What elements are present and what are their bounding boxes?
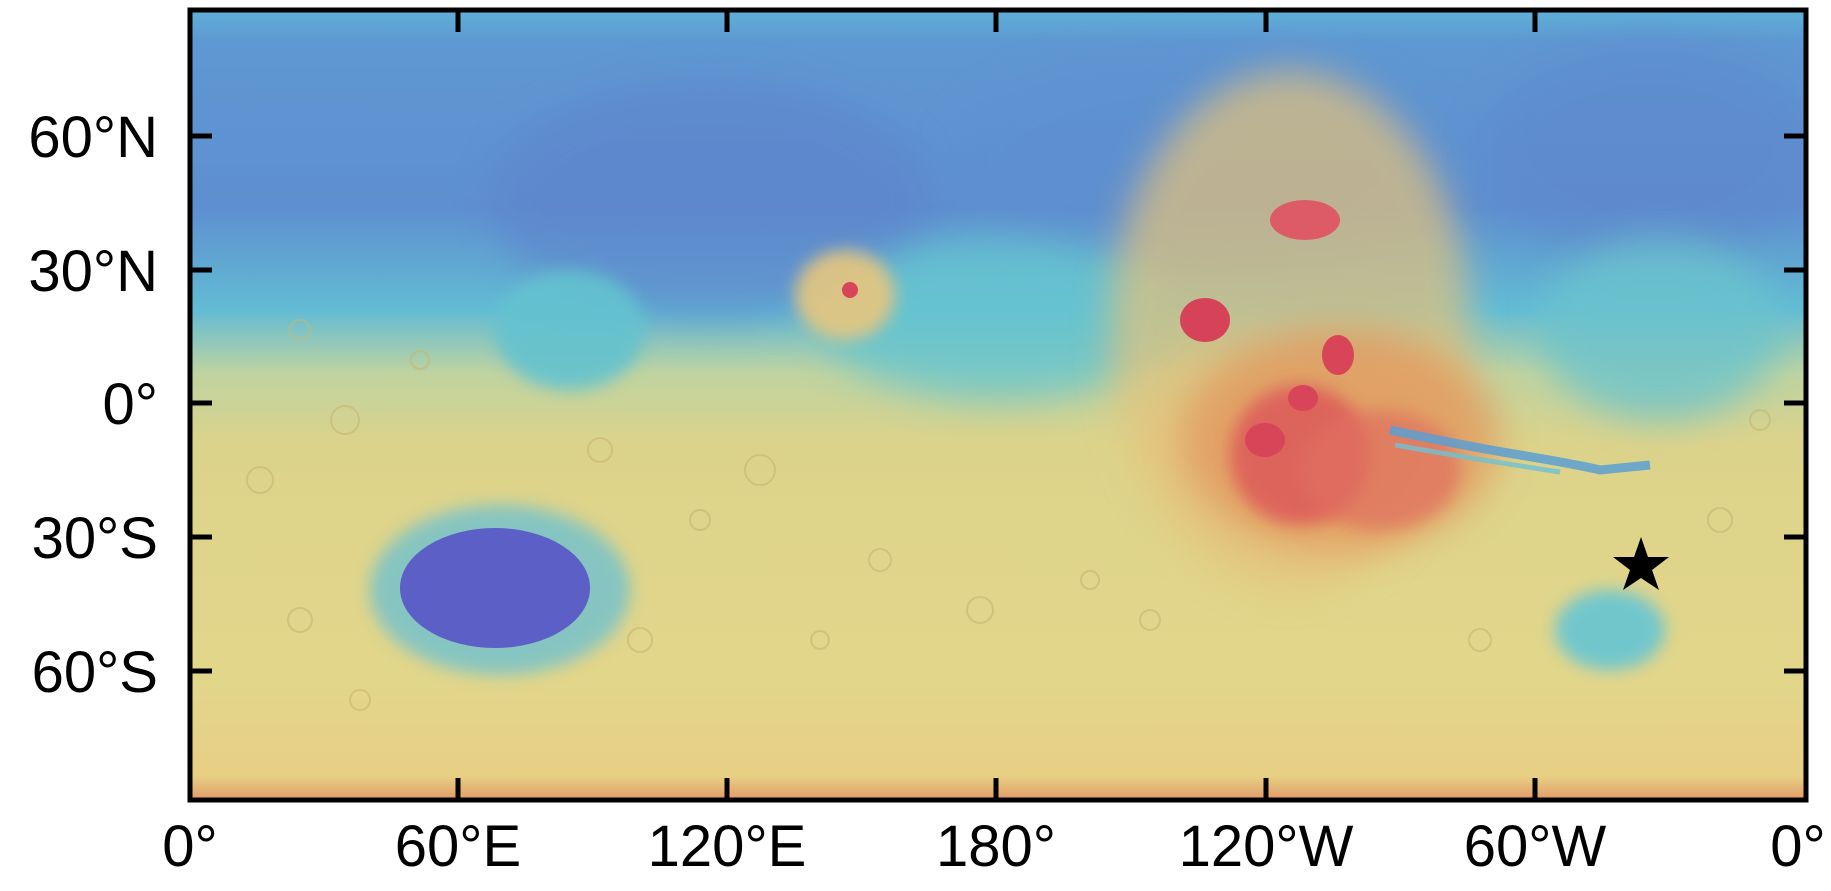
lon-label: 60°E [395, 814, 521, 879]
olympus-mons [1180, 298, 1230, 342]
lat-label: 60°S [32, 640, 158, 705]
longitude-labels: 0° 60°E 120°E 180° 120°W 60°W 0° [162, 814, 1825, 879]
lon-label: 0° [1770, 814, 1825, 879]
lon-label: 180° [936, 814, 1056, 879]
lat-label: 30°S [32, 506, 158, 571]
lon-label: 60°W [1464, 814, 1607, 879]
lon-label: 0° [162, 814, 217, 879]
latitude-labels: 60°N 30°N 0° 30°S 60°S [28, 105, 158, 705]
lat-label: 60°N [28, 105, 158, 170]
site-star-marker [1613, 537, 1669, 590]
topography-layer [190, 10, 1806, 800]
lon-label: 120°W [1179, 814, 1354, 879]
lat-label: 0° [103, 372, 158, 437]
tick-marks [190, 10, 1806, 800]
lat-label: 30°N [28, 239, 158, 304]
lon-label: 120°E [648, 814, 807, 879]
